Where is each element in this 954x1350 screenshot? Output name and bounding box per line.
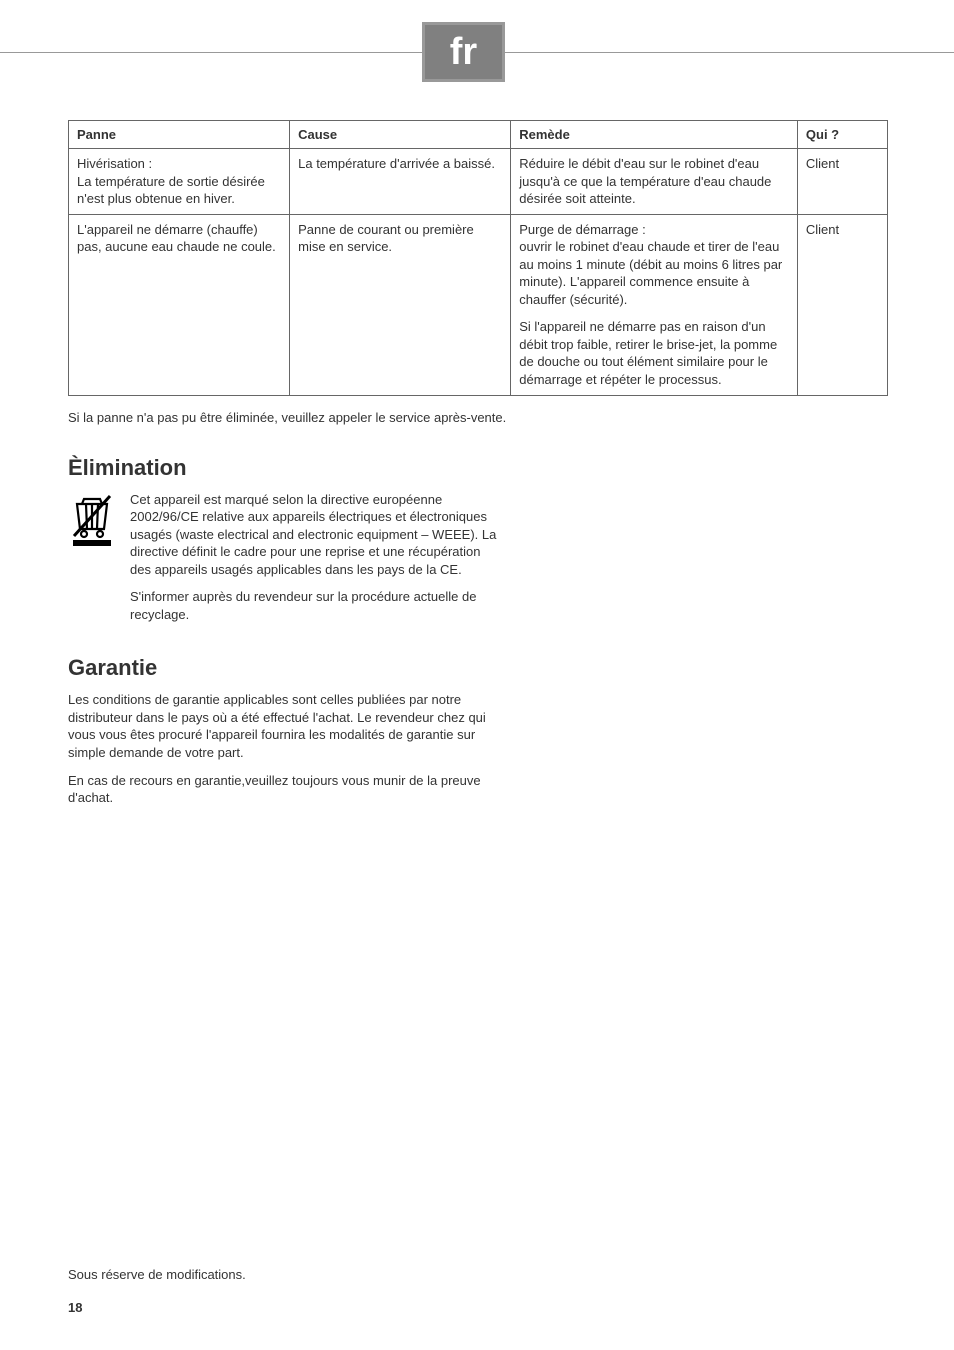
cell-cause: La température d'arrivée a baissé. — [290, 149, 511, 215]
garantie-title: Garantie — [68, 655, 888, 681]
header-remede: Remède — [511, 121, 798, 149]
cell-remede: Purge de démarrage : ouvrir le robinet d… — [511, 214, 798, 395]
elimination-paragraph: S'informer auprès du revendeur sur la pr… — [130, 588, 500, 623]
header-rule-right — [505, 52, 954, 53]
weee-icon — [68, 491, 116, 547]
footer-note: Sous réserve de modifications. — [68, 1267, 246, 1282]
page-number: 18 — [68, 1300, 82, 1315]
cell-panne: L'appareil ne démarre (chauffe) pas, auc… — [69, 214, 290, 395]
elimination-paragraph: Cet appareil est marqué selon la directi… — [130, 491, 500, 579]
language-badge: fr — [422, 22, 505, 82]
cell-cause: Panne de courant ou première mise en ser… — [290, 214, 511, 395]
header-panne: Panne — [69, 121, 290, 149]
page-content: Panne Cause Remède Qui ? Hivérisation : … — [68, 120, 888, 817]
elimination-text: Cet appareil est marqué selon la directi… — [130, 491, 500, 634]
table-row: Hivérisation : La température de sortie … — [69, 149, 888, 215]
elimination-block: Cet appareil est marqué selon la directi… — [68, 491, 888, 634]
remede-paragraph: Purge de démarrage : ouvrir le robinet d… — [519, 221, 789, 309]
elimination-title: Èlimination — [68, 455, 888, 481]
cell-qui: Client — [797, 214, 887, 395]
remede-paragraph: Si l'appareil ne démarre pas en raison d… — [519, 318, 789, 388]
cell-qui: Client — [797, 149, 887, 215]
after-table-note: Si la panne n'a pas pu être éliminée, ve… — [68, 410, 888, 425]
cell-panne: Hivérisation : La température de sortie … — [69, 149, 290, 215]
table-header-row: Panne Cause Remède Qui ? — [69, 121, 888, 149]
header-cause: Cause — [290, 121, 511, 149]
table-row: L'appareil ne démarre (chauffe) pas, auc… — [69, 214, 888, 395]
troubleshooting-table: Panne Cause Remède Qui ? Hivérisation : … — [68, 120, 888, 396]
header-rule-left — [0, 52, 422, 53]
garantie-paragraph: En cas de recours en garantie,veuillez t… — [68, 772, 498, 807]
cell-remede: Réduire le débit d'eau sur le robinet d'… — [511, 149, 798, 215]
garantie-section: Garantie Les conditions de garantie appl… — [68, 655, 888, 806]
header-qui: Qui ? — [797, 121, 887, 149]
garantie-text: Les conditions de garantie applicables s… — [68, 691, 498, 806]
garantie-paragraph: Les conditions de garantie applicables s… — [68, 691, 498, 761]
